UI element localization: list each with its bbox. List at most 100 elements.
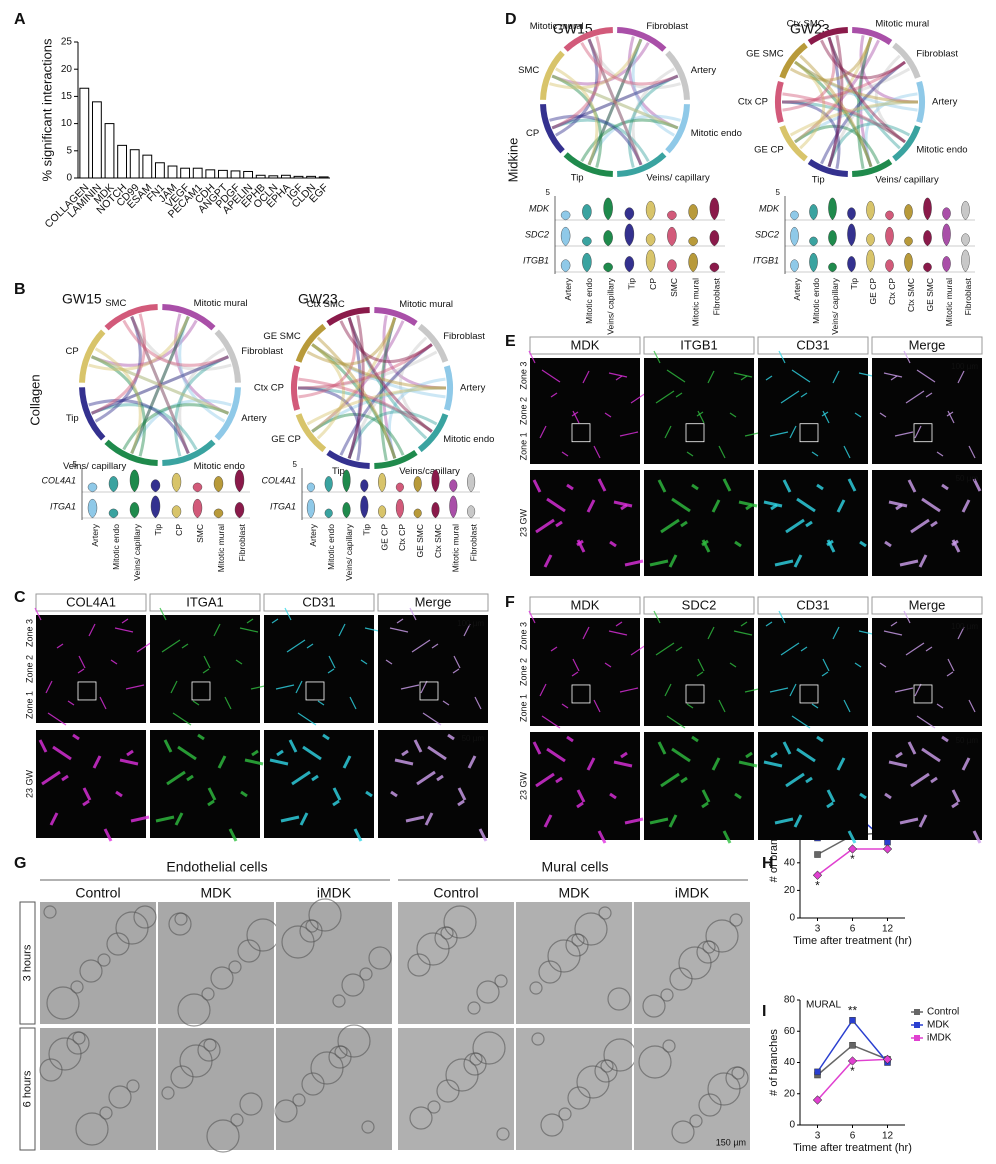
chord-link [130,316,190,454]
chord-label: Artery [241,413,267,424]
vessel [424,812,434,826]
bar [255,174,266,179]
vessel [619,431,639,437]
y-tick-label: 0 [66,173,72,184]
scale-label: 100 µm [951,622,978,631]
bar [104,123,115,179]
vessel [528,350,536,364]
violin [847,223,856,247]
chord-arc [374,307,418,327]
violin [885,226,894,247]
vessel [546,747,566,763]
chord-link [130,316,190,454]
panel-letter: B [14,281,26,298]
vessel [907,741,917,755]
cell-cluster [409,1106,433,1130]
violin [790,226,799,247]
chord-link [859,36,873,168]
cell-cluster [126,1079,140,1093]
age-label: 23 GW [518,771,528,800]
annotation: * [850,852,855,866]
violin [688,204,698,221]
vessel [836,499,846,513]
chord-link [794,60,873,168]
cell-cluster [698,1093,722,1117]
vessel [774,559,794,567]
chord-link [306,317,397,366]
violin [413,508,422,519]
vessel [217,755,227,769]
cell-label: SMC [669,278,679,297]
vessel [847,478,857,492]
zone-label: Zone 1 [518,694,528,722]
inset-box [571,423,591,443]
cell-cluster [230,1113,244,1127]
vessel [821,671,829,677]
violin [961,233,970,247]
vessel [288,739,298,753]
gene-label: COL4A1 [41,475,76,485]
vessel [306,643,314,649]
chord-link [88,316,190,372]
chord-link [347,317,428,440]
vessel [365,790,373,798]
vessel [782,479,792,493]
inset-box [77,681,97,701]
chord-arc [295,413,327,453]
scale-label: 100 µm [951,362,978,371]
vessel [729,662,737,668]
violin [108,508,119,519]
chord-link [379,317,397,461]
chord-link [387,377,446,459]
cell-cluster [574,912,608,946]
cell-cluster [99,1106,113,1120]
violin [667,226,677,247]
vessel [774,817,794,825]
annotation: * [850,1064,855,1078]
header-box [529,596,641,615]
vessel [769,687,789,693]
vessel [457,787,467,801]
vessel [843,445,851,459]
vessel [796,747,816,763]
vessel [914,425,922,439]
chord-link [781,100,906,144]
chord-link [551,74,679,130]
vessel [770,503,778,511]
vessel [582,370,590,384]
violin [645,233,656,247]
chord-link [122,319,229,367]
vessel [707,370,715,384]
bar [154,162,165,179]
vessel [968,445,976,459]
y-tick-label: 15 [61,91,73,102]
y-tick-label: 0 [789,913,795,924]
vessel [916,369,936,383]
image [530,470,640,576]
chord-link [311,317,397,433]
row-label: 3 hours [21,944,33,981]
inset-box [685,423,705,443]
cell-label: Veins/ capillary [132,523,142,580]
cell-label: Veins/ capillary [830,277,840,334]
vessel [832,626,840,640]
vessel [251,749,259,757]
vessel [843,699,851,713]
marker [849,1042,856,1049]
vessel [740,375,748,381]
vessel [664,683,672,697]
vessel [593,445,601,459]
vessel [722,830,732,844]
image [516,1028,632,1150]
cell-label: GE SMC [415,524,425,558]
violin [866,200,875,221]
cell-cluster [197,1038,221,1062]
bar [306,175,317,179]
cell-cluster [662,1039,676,1053]
vessel [826,789,836,803]
cell-cluster [274,1099,298,1123]
chord-label: Ctx SMC [787,19,825,30]
vessel [338,623,346,637]
cell-label: Artery [90,523,100,546]
